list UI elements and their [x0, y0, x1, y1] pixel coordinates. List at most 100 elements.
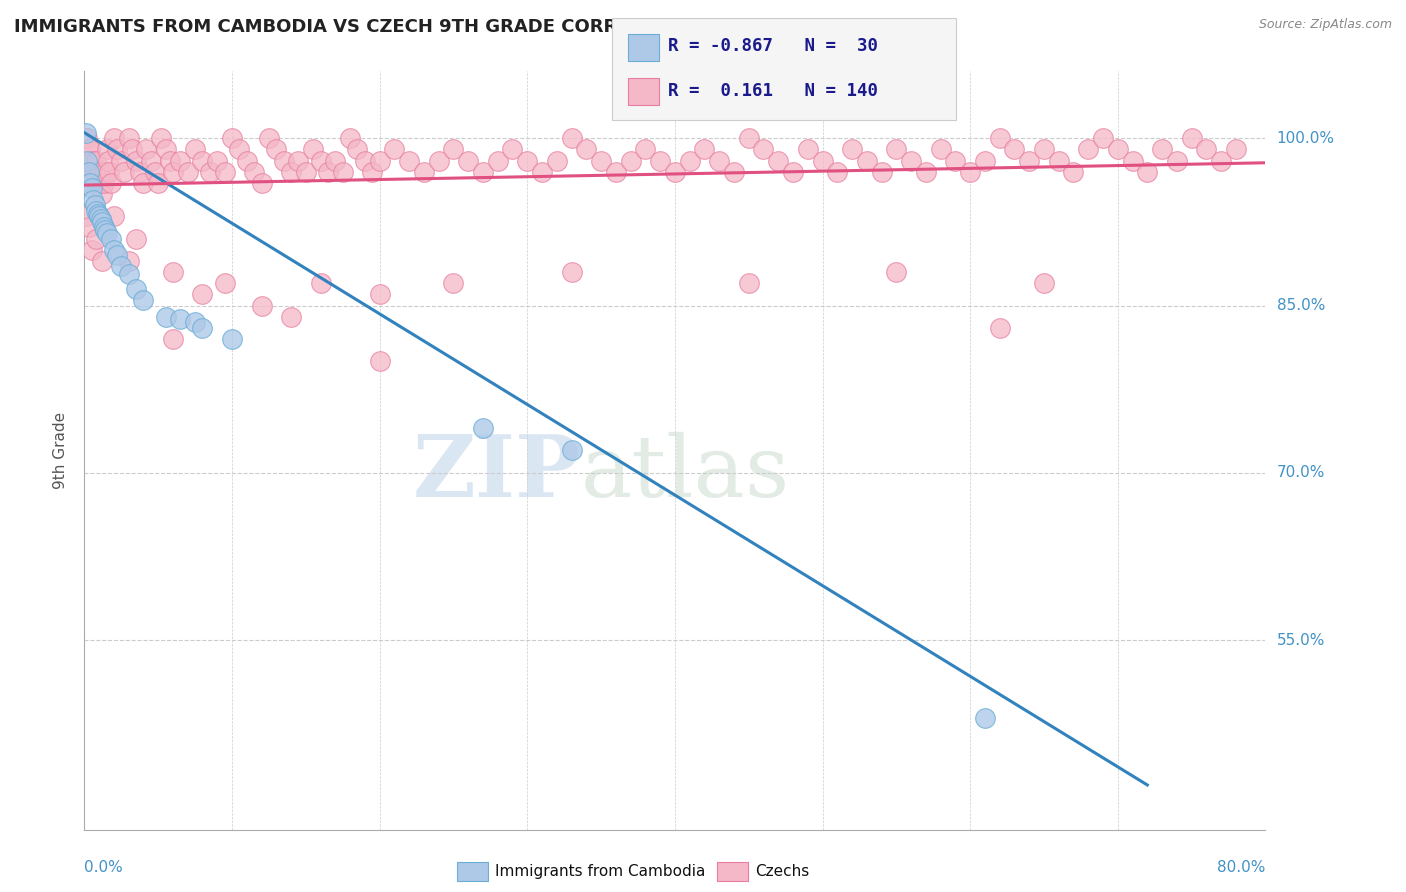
- Point: [332, 165, 354, 179]
- Point: [309, 277, 332, 291]
- Point: [1150, 143, 1173, 157]
- Point: [398, 153, 420, 168]
- Point: [112, 165, 135, 179]
- Point: [368, 153, 391, 168]
- Point: [93, 220, 115, 235]
- Point: [84, 203, 107, 218]
- Point: [361, 165, 384, 179]
- Point: [752, 143, 775, 157]
- Point: [929, 143, 952, 157]
- Point: [1004, 143, 1026, 157]
- Point: [620, 153, 643, 168]
- Point: [664, 165, 686, 179]
- Point: [214, 277, 236, 291]
- Point: [75, 126, 97, 140]
- Point: [148, 176, 170, 190]
- Point: [110, 260, 132, 274]
- Point: [1195, 143, 1218, 157]
- Point: [118, 254, 141, 268]
- Point: [100, 232, 122, 246]
- Point: [100, 176, 122, 190]
- Point: [723, 165, 745, 179]
- Point: [118, 268, 141, 282]
- Point: [143, 165, 166, 179]
- Point: [207, 153, 229, 168]
- Point: [591, 153, 613, 168]
- Point: [738, 277, 761, 291]
- Point: [75, 131, 97, 145]
- Point: [91, 254, 114, 268]
- Point: [472, 165, 495, 179]
- Point: [709, 153, 731, 168]
- Point: [80, 243, 103, 257]
- Point: [1107, 143, 1129, 157]
- Point: [273, 153, 295, 168]
- Text: 0.0%: 0.0%: [84, 860, 124, 875]
- Point: [155, 310, 177, 324]
- Point: [162, 332, 184, 346]
- Point: [90, 211, 112, 226]
- Point: [198, 165, 221, 179]
- Point: [91, 187, 114, 202]
- Point: [575, 143, 598, 157]
- Point: [287, 153, 309, 168]
- Point: [501, 143, 523, 157]
- Point: [827, 165, 849, 179]
- Point: [266, 143, 288, 157]
- Point: [316, 165, 339, 179]
- Point: [250, 176, 273, 190]
- Point: [634, 143, 657, 157]
- Point: [368, 354, 391, 368]
- Point: [129, 165, 152, 179]
- Point: [83, 198, 105, 212]
- Point: [841, 143, 863, 157]
- Point: [82, 193, 104, 207]
- Point: [693, 143, 716, 157]
- Point: [103, 243, 125, 257]
- Point: [184, 315, 207, 329]
- Point: [214, 165, 236, 179]
- Point: [1033, 143, 1056, 157]
- Text: Source: ZipAtlas.com: Source: ZipAtlas.com: [1258, 18, 1392, 31]
- Point: [486, 153, 509, 168]
- Point: [443, 277, 465, 291]
- Point: [988, 131, 1011, 145]
- Point: [162, 265, 184, 279]
- Point: [169, 312, 191, 326]
- Point: [886, 143, 908, 157]
- Point: [945, 153, 967, 168]
- Point: [257, 131, 280, 145]
- Point: [79, 176, 101, 190]
- Point: [679, 153, 702, 168]
- Point: [96, 226, 118, 240]
- Point: [103, 131, 125, 145]
- Point: [118, 131, 141, 145]
- Point: [132, 176, 155, 190]
- Point: [98, 165, 121, 179]
- Point: [125, 232, 148, 246]
- Point: [221, 332, 243, 346]
- Point: [302, 143, 325, 157]
- Point: [368, 287, 391, 301]
- Point: [561, 265, 583, 279]
- Text: ZIP: ZIP: [412, 431, 581, 516]
- Point: [83, 165, 105, 179]
- Point: [221, 131, 243, 145]
- Point: [768, 153, 790, 168]
- Point: [84, 232, 107, 246]
- Text: IMMIGRANTS FROM CAMBODIA VS CZECH 9TH GRADE CORRELATION CHART: IMMIGRANTS FROM CAMBODIA VS CZECH 9TH GR…: [14, 18, 776, 36]
- Point: [1181, 131, 1204, 145]
- Point: [472, 421, 495, 435]
- Point: [856, 153, 879, 168]
- Text: 70.0%: 70.0%: [1277, 466, 1324, 480]
- Point: [94, 165, 117, 179]
- Point: [870, 165, 893, 179]
- Text: Czechs: Czechs: [755, 864, 810, 879]
- Point: [87, 165, 111, 179]
- Point: [959, 165, 981, 179]
- Text: R =  0.161   N = 140: R = 0.161 N = 140: [668, 82, 877, 100]
- Point: [295, 165, 318, 179]
- Text: R = -0.867   N =  30: R = -0.867 N = 30: [668, 37, 877, 55]
- Point: [1225, 143, 1247, 157]
- Text: 55.0%: 55.0%: [1277, 632, 1324, 648]
